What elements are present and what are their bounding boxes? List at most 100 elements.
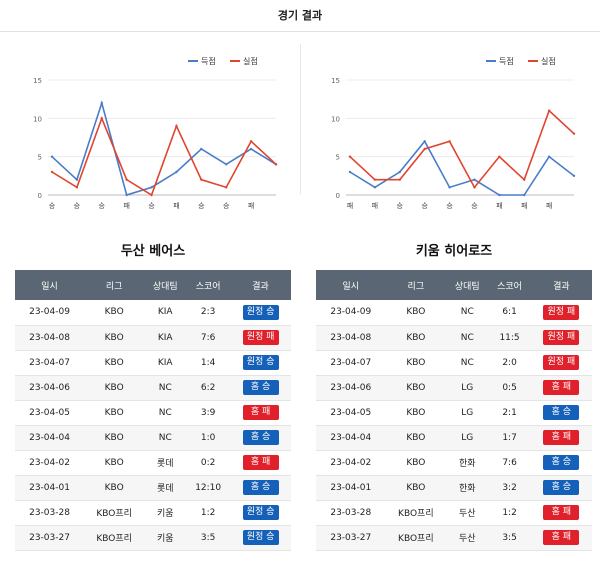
- x-tick-label: 승: [471, 202, 478, 210]
- x-tick-label: 패: [173, 201, 179, 210]
- cell-score: 7:6: [488, 450, 531, 476]
- table-row: 23-04-07 KBO KIA 1:4 원정 승: [15, 350, 291, 376]
- cell-date: 23-04-02: [316, 450, 386, 476]
- data-point: [175, 124, 178, 128]
- x-tick-label: 승: [198, 202, 205, 210]
- header-opponent: 상대팀: [446, 270, 489, 300]
- cell-result: 홈 승: [230, 475, 291, 501]
- cell-result: 홈 승: [530, 475, 592, 501]
- cell-result: 원정 패: [530, 300, 592, 326]
- y-tick-label: 15: [331, 77, 340, 85]
- result-badge: 홈 승: [543, 455, 580, 470]
- results-table-right: 일시 리그 상대팀 스코어 결과 23-04-09 KBO NC 6:1 원정 패 23-04-0…: [316, 270, 592, 551]
- cell-score: 2:3: [186, 300, 231, 326]
- data-point: [448, 140, 451, 143]
- data-point: [547, 109, 551, 112]
- cell-opponent: KIA: [144, 325, 187, 351]
- x-tick-label: 승: [223, 202, 230, 210]
- cell-league: KBO: [84, 400, 145, 426]
- cell-opponent: 키움: [144, 525, 187, 551]
- result-badge: 홈 승: [242, 430, 279, 445]
- cell-opponent: KIA: [144, 350, 187, 376]
- chart-right: 0 5 10 15 패 패 승 승 승 승 패 패 패 득점 실점: [331, 56, 576, 210]
- data-point: [373, 186, 377, 189]
- table-row: 23-04-04 KBO LG 1:7 홈 패: [316, 425, 592, 451]
- data-point: [75, 178, 79, 181]
- cell-score: 7:6: [186, 325, 231, 351]
- cell-score: 3:5: [488, 525, 531, 551]
- cell-league: KBO프리: [385, 500, 447, 526]
- data-point: [473, 178, 476, 181]
- data-point: [398, 170, 401, 174]
- table-row: 23-04-04 KBO NC 1:0 홈 승: [15, 425, 291, 451]
- cell-result: 원정 승: [230, 500, 291, 526]
- data-point: [100, 117, 103, 120]
- cell-date: 23-04-08: [316, 325, 386, 351]
- table-header-row: 일시 리그 상대팀 스코어 결과: [316, 270, 592, 300]
- x-tick-label: 승: [148, 202, 155, 210]
- result-badge: 원정 승: [242, 355, 279, 370]
- cell-score: 6:1: [488, 300, 531, 326]
- team-name-right: 키움 히어로즈: [415, 244, 493, 259]
- chart-legend: 득점 실점: [486, 56, 556, 66]
- cell-opponent: NC: [144, 375, 187, 401]
- result-badge: 홈 승: [543, 405, 580, 420]
- cell-result: 원정 승: [230, 300, 291, 326]
- data-point: [423, 147, 426, 151]
- data-point: [200, 147, 203, 151]
- cell-date: 23-04-07: [15, 350, 85, 376]
- cell-result: 원정 승: [230, 525, 291, 551]
- cell-result: 홈 패: [530, 500, 592, 526]
- cell-opponent: 두산: [446, 500, 489, 526]
- cell-date: 23-04-04: [15, 425, 85, 451]
- page-title: 경기 결과: [0, 0, 600, 32]
- cell-date: 23-04-08: [15, 325, 85, 351]
- cell-date: 23-04-07: [316, 350, 386, 376]
- cell-opponent: 키움: [144, 500, 187, 526]
- result-badge: 원정 패: [543, 355, 580, 370]
- data-point: [473, 186, 476, 189]
- y-tick-label: 0: [38, 192, 42, 200]
- series-line-conceded: [51, 116, 277, 197]
- cell-score: 2:1: [488, 400, 531, 426]
- legend-label-scored: 득점: [499, 56, 514, 66]
- result-badge: 홈 승: [242, 380, 279, 395]
- table-row: 23-03-28 KBO프리 두산 1:2 홈 패: [316, 500, 592, 526]
- x-tick-label: 패: [123, 201, 129, 210]
- series-line-scored: [51, 100, 277, 197]
- cell-result: 홈 승: [530, 400, 592, 426]
- cell-score: 1:0: [186, 425, 231, 451]
- table-row: 23-04-08 KBO NC 11:5 원정 패: [316, 325, 592, 351]
- x-tick-label: 패: [496, 201, 502, 210]
- header-league: 리그: [84, 270, 145, 300]
- team-name-left: 두산 베어스: [120, 244, 186, 259]
- table-header-row: 일시 리그 상대팀 스코어 결과: [15, 270, 291, 300]
- data-point: [225, 186, 228, 189]
- data-point: [175, 170, 178, 174]
- table-row: 23-04-01 KBO 한화 3:2 홈 승: [316, 475, 592, 501]
- series-line-conceded: [349, 109, 575, 189]
- table-row: 23-03-28 KBO프리 키움 1:2 원정 승: [15, 500, 291, 526]
- data-point: [398, 178, 401, 181]
- cell-date: 23-04-05: [316, 400, 386, 426]
- data-point: [50, 155, 54, 158]
- data-point: [423, 140, 426, 143]
- result-badge: 홈 패: [242, 455, 279, 470]
- table-row: 23-04-09 KBO NC 6:1 원정 패: [316, 300, 592, 326]
- cell-league: KBO: [84, 325, 145, 351]
- cell-result: 원정 패: [230, 325, 291, 351]
- x-tick-label: 패: [521, 201, 527, 210]
- cell-score: 0:5: [488, 375, 531, 401]
- result-badge: 원정 승: [242, 530, 279, 545]
- cell-league: KBO: [385, 375, 447, 401]
- cell-league: KBO: [84, 475, 145, 501]
- cell-league: KBO: [84, 450, 145, 476]
- cell-league: KBO: [385, 300, 447, 326]
- result-badge: 원정 패: [242, 330, 279, 345]
- data-point: [373, 178, 377, 181]
- table-row: 23-03-27 KBO프리 두산 3:5 홈 패: [316, 525, 592, 551]
- cell-opponent: 한화: [446, 450, 489, 476]
- cell-result: 원정 승: [230, 350, 291, 376]
- cell-league: KBO: [385, 475, 447, 501]
- data-point: [572, 174, 576, 178]
